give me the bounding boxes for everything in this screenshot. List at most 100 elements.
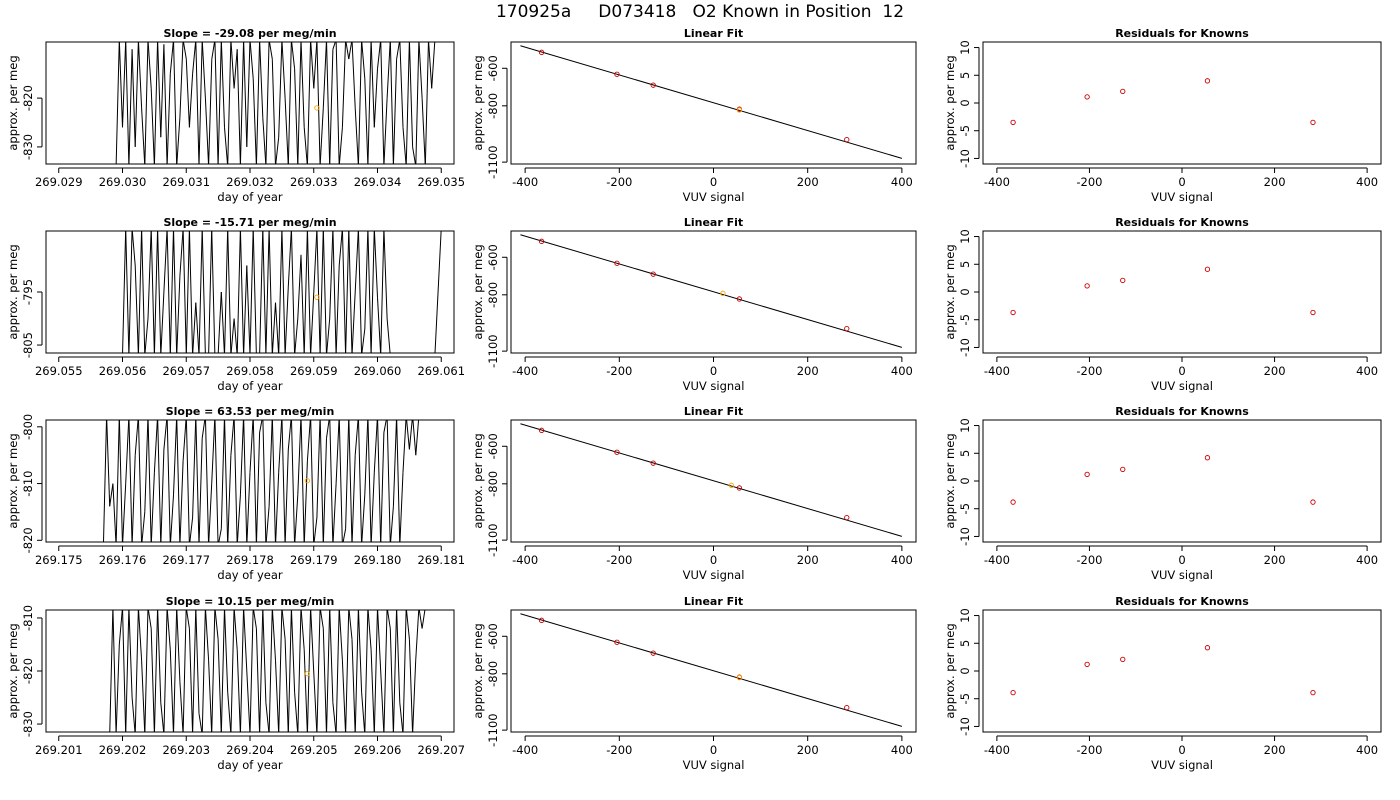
y-tick-label: -810: [21, 470, 35, 496]
x-tick-label: -400: [984, 175, 1010, 189]
series-line-segment: [348, 610, 353, 640]
series-line-segment: [377, 420, 382, 542]
series-line-segment: [370, 42, 375, 128]
fit-line: [520, 613, 903, 727]
series-line-segment: [166, 231, 171, 353]
plot-frame: [45, 609, 455, 733]
panel-6: -400 -200 0 200 400 -10 -5 0 5 10 Residuals for Kn…: [943, 216, 1382, 393]
known-point: [1310, 309, 1316, 316]
series-line-segment: [319, 107, 324, 164]
series-line-segment: [415, 420, 420, 456]
series-line-segment: [342, 528, 347, 542]
series-line-segment: [380, 432, 385, 542]
series-line-segment: [326, 420, 330, 439]
x-tick-label: -400: [512, 175, 538, 189]
series-line-segment: [268, 42, 273, 60]
series-line-segment: [348, 231, 353, 353]
series-line-segment: [157, 42, 162, 138]
series-line-segment: [370, 649, 375, 732]
y-axis: -795 -805: [21, 279, 43, 358]
x-tick-label: 0: [710, 364, 717, 378]
y-tick-label: -800: [21, 414, 35, 440]
series-line-segment: [243, 265, 248, 353]
x-tick-label: 269.031: [162, 175, 210, 189]
series-line-segment: [367, 42, 372, 164]
series-line-segment: [224, 420, 229, 542]
series-line-segment: [326, 42, 331, 164]
x-axis-label: VUV signal: [1151, 190, 1213, 204]
series-line-segment: [230, 420, 235, 456]
y-tick-label: -800: [486, 661, 500, 687]
x-tick-label: 269.202: [99, 743, 147, 757]
known-point: [538, 617, 545, 623]
y-tick-label: 10: [958, 418, 972, 433]
series-line-segment: [233, 420, 238, 542]
series-line-segment: [122, 610, 127, 732]
plot-frame: [45, 419, 455, 543]
series-line-segment: [338, 610, 343, 661]
series-line-segment: [163, 420, 168, 450]
sample-point: [736, 674, 743, 681]
x-axis-label: VUV signal: [1151, 758, 1213, 772]
series-line-segment: [354, 231, 359, 293]
series-line-segment: [367, 610, 372, 650]
series-line-segment: [358, 610, 363, 693]
series-line-segment: [421, 610, 426, 629]
series-line-segment: [306, 231, 312, 353]
series-line-segment: [335, 420, 340, 484]
series-line-segment: [294, 68, 299, 164]
series-line-segment: [179, 42, 184, 118]
series-line-segment: [408, 42, 414, 147]
panel-title: Linear Fit: [684, 595, 743, 608]
series-line-segment: [278, 231, 283, 353]
series-line-segment: [271, 610, 276, 661]
series-line-segment: [412, 660, 417, 732]
series-line-segment: [188, 73, 194, 128]
series-line-segment: [192, 610, 197, 732]
x-tick-label: 200: [1264, 175, 1286, 189]
y-tick-label: -820: [21, 85, 35, 111]
series-line-segment: [386, 318, 391, 353]
series-line-segment: [386, 42, 391, 99]
series-line-segment: [173, 610, 178, 732]
series-line-segment: [236, 231, 241, 353]
series-line-segment: [201, 610, 206, 732]
plot-frame: [982, 609, 1382, 733]
series-line-segment: [329, 420, 334, 542]
series-line-segment: [361, 329, 366, 353]
series-line-segment: [189, 517, 194, 542]
series-line-segment: [405, 610, 410, 640]
series-line-segment: [208, 660, 213, 732]
series-line-segment: [122, 483, 127, 542]
series-line-segment: [287, 420, 292, 450]
series-line-segment: [335, 610, 340, 732]
x-axis-label: day of year: [217, 568, 282, 582]
series-line-segment: [284, 449, 289, 542]
series-line-segment: [287, 42, 292, 164]
series-line-segment: [287, 610, 292, 732]
x-tick-label: -400: [984, 743, 1010, 757]
plot-area: [115, 42, 436, 164]
plot-frame: [45, 230, 455, 354]
series-line-segment: [320, 610, 324, 629]
x-tick-label: 269.032: [226, 175, 274, 189]
series-line-segment: [227, 231, 232, 353]
series-line-segment: [201, 420, 206, 439]
series-line-segment: [268, 420, 273, 507]
y-axis: -10 -5 0 5 10: [958, 418, 980, 546]
series-line-segment: [284, 286, 289, 353]
y-tick-label: -1100: [486, 334, 500, 367]
panel-title: Residuals for Knowns: [1115, 216, 1249, 229]
y-tick-label: -5: [958, 693, 972, 704]
series-line-segment: [201, 42, 206, 99]
series-line-segment: [316, 420, 321, 518]
y-tick-label: -10: [958, 527, 972, 546]
panel-1: 269.029 269.030 269.031 269.032 269.033 269.0…: [6, 27, 465, 204]
series-line-segment: [392, 610, 398, 732]
sample-point: [304, 478, 311, 484]
plot-area: [109, 610, 426, 732]
series-line-segment: [195, 420, 200, 542]
series-line-segment: [265, 506, 270, 542]
series-line-segment: [192, 42, 197, 74]
series-line-segment: [255, 42, 261, 164]
